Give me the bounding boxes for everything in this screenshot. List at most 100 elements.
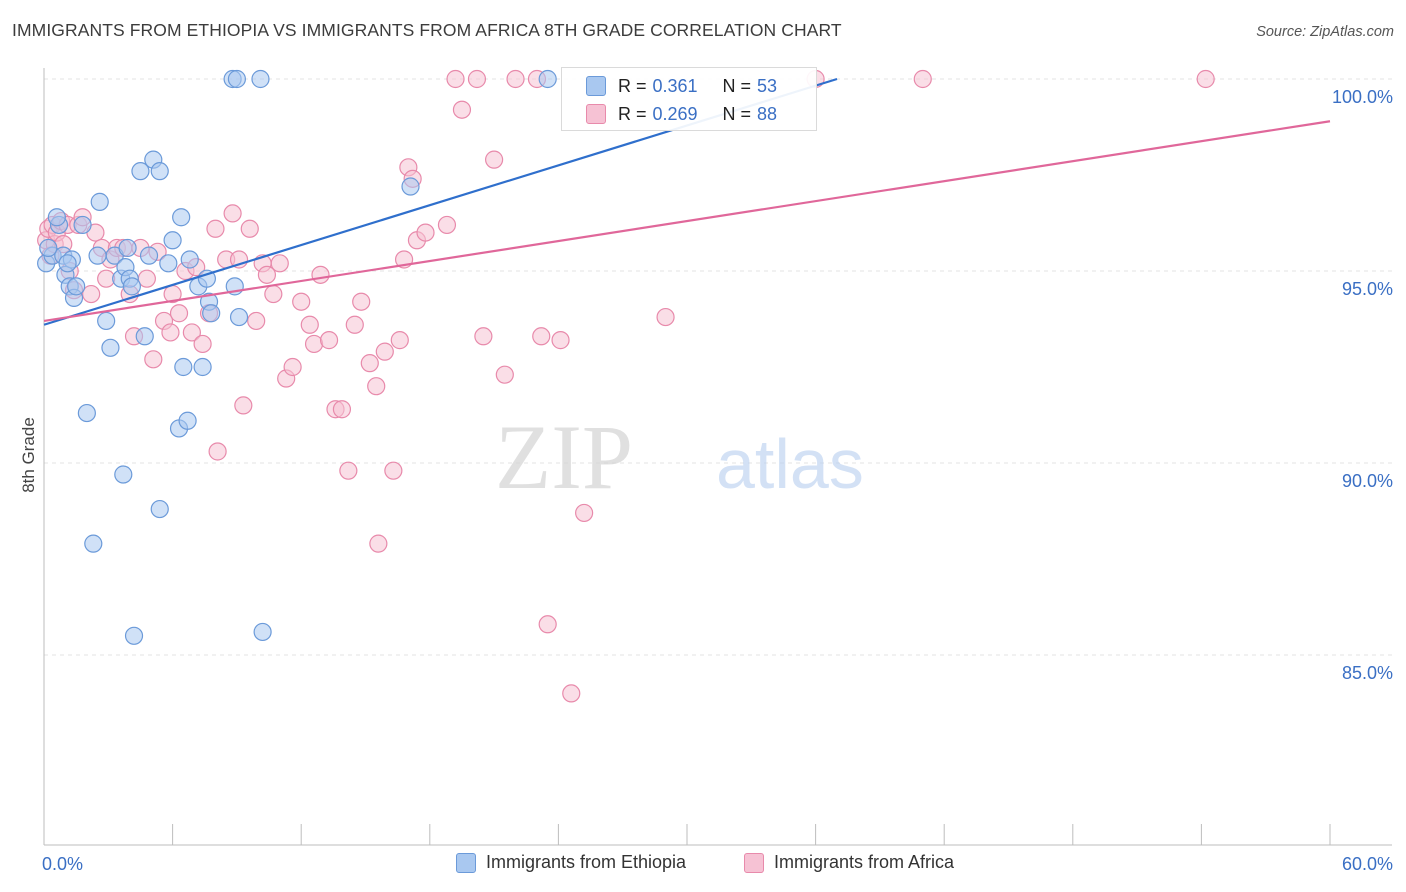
africa-point-62 (375, 342, 394, 361)
africa-point-74 (474, 327, 493, 346)
africa-point-45 (264, 284, 283, 304)
africa-point-51 (304, 334, 324, 354)
ethiopia-point-38 (197, 269, 216, 288)
ethiopia-r-value: 0.361 (652, 75, 698, 96)
africa-n-value: 88 (757, 103, 778, 124)
ethiopia-point-22 (124, 626, 144, 645)
legend-item-africa: Immigrants from Africa (744, 852, 954, 873)
y-tick-label-3: 85.0% (1342, 663, 1393, 683)
ethiopia-point-12 (90, 192, 109, 211)
ethiopia-point-33 (174, 357, 193, 377)
africa-point-73 (467, 69, 487, 89)
africa-point-87 (1196, 69, 1215, 89)
data-points (37, 69, 1215, 703)
africa-point-24 (144, 350, 163, 369)
ethiopia-point-50 (47, 208, 66, 227)
ethiopia-point-32 (172, 208, 191, 227)
africa-swatch (586, 104, 606, 124)
legend-row-africa: R = 0.269 N = 88 (586, 102, 777, 126)
africa-point-56 (339, 461, 358, 480)
africa-point-40 (234, 396, 253, 415)
legend-row-ethiopia: R = 0.361 N = 53 (586, 74, 777, 98)
ethiopia-point-24 (135, 327, 154, 346)
ethiopia-point-23 (131, 162, 150, 181)
correlation-legend: R = 0.361 N = 53 R = 0.269 N = 88 (561, 67, 817, 131)
ethiopia-point-9 (73, 215, 92, 235)
africa-point-23 (137, 269, 156, 288)
africa-point-83 (575, 503, 594, 523)
n-label: N = (722, 103, 752, 124)
ethiopia-legend-swatch (456, 852, 476, 873)
africa-point-44 (257, 265, 277, 284)
watermark: ZIP atlas (495, 406, 864, 508)
ethiopia-point-28 (150, 499, 169, 519)
africa-trend-line (43, 120, 1331, 323)
africa-point-61 (369, 534, 388, 553)
africa-point-52 (311, 265, 330, 284)
africa-point-48 (283, 357, 302, 377)
ethiopia-point-27 (150, 162, 169, 181)
africa-point-33 (193, 334, 212, 354)
y-tick-label-0: 100.0% (1332, 87, 1393, 107)
x-tick-label-min: 0.0% (42, 854, 83, 874)
africa-point-70 (437, 215, 457, 235)
africa-point-36 (208, 442, 227, 461)
africa-point-50 (300, 315, 319, 334)
africa-point-49 (292, 292, 311, 311)
africa-point-31 (182, 323, 201, 342)
ethiopia-point-51 (58, 254, 77, 273)
ethiopia-point-30 (163, 231, 182, 250)
ethiopia-point-14 (101, 338, 120, 357)
africa-point-35 (206, 219, 225, 238)
africa-point-53 (319, 331, 339, 350)
gridlines (44, 78, 1395, 656)
africa-point-75 (485, 150, 504, 169)
africa-point-82 (562, 684, 581, 703)
africa-point-72 (452, 100, 472, 119)
ethiopia-point-49 (39, 238, 58, 258)
ethiopia-point-19 (118, 238, 137, 258)
watermark-zip: ZIP (495, 406, 633, 508)
ethiopia-point-52 (88, 246, 107, 265)
africa-point-86 (913, 69, 932, 89)
ethiopia-point-34 (178, 411, 197, 430)
ethiopia-point-35 (180, 250, 199, 269)
ethiopia-point-37 (193, 357, 212, 377)
tick-labels: 100.0% 95.0% 90.0% 85.0% 0.0% 60.0% (42, 87, 1393, 874)
ethiopia-point-47 (401, 177, 420, 196)
ethiopia-point-43 (227, 69, 246, 89)
africa-point-41 (240, 219, 259, 238)
ethiopia-point-48 (538, 69, 557, 89)
ethiopia-point-25 (139, 246, 159, 265)
africa-point-27 (161, 323, 180, 342)
ethiopia-point-40 (202, 304, 221, 323)
series-legend: Immigrants from Ethiopia Immigrants from… (0, 852, 1406, 878)
ethiopia-legend-label: Immigrants from Ethiopia (486, 852, 687, 872)
ethiopia-point-29 (159, 254, 178, 273)
africa-point-81 (551, 331, 570, 350)
ethiopia-point-21 (122, 277, 141, 296)
source-note: Source: ZipAtlas.com (1256, 24, 1394, 40)
r-label: R = (618, 103, 647, 124)
ethiopia-point-10 (77, 403, 96, 423)
ethiopia-point-8 (67, 277, 86, 296)
africa-point-63 (384, 461, 403, 480)
africa-point-42 (247, 311, 266, 331)
africa-point-77 (506, 69, 525, 89)
chart-title: IMMIGRANTS FROM ETHIOPIA VS IMMIGRANTS F… (12, 20, 842, 40)
legend-item-ethiopia: Immigrants from Ethiopia (456, 852, 686, 873)
ethiopia-swatch (586, 76, 606, 96)
africa-point-60 (367, 377, 386, 396)
africa-point-59 (360, 354, 379, 373)
africa-point-69 (416, 223, 435, 242)
africa-point-84 (656, 307, 675, 327)
africa-r-value: 0.269 (652, 103, 698, 124)
africa-point-71 (446, 69, 465, 89)
africa-legend-swatch (744, 852, 764, 873)
africa-point-79 (532, 327, 551, 346)
africa-point-76 (495, 365, 514, 384)
y-tick-label-2: 90.0% (1342, 471, 1393, 491)
y-tick-label-1: 95.0% (1342, 279, 1393, 299)
africa-point-55 (332, 400, 352, 419)
